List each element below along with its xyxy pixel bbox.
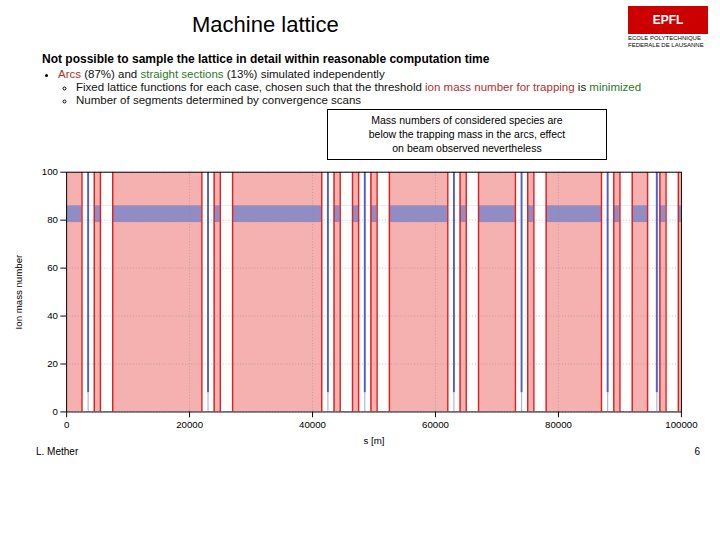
svg-text:40: 40	[47, 310, 58, 321]
html-text:Mass numbers of considered spe: Mass numbers of considered species are b…	[368, 114, 566, 155]
svg-text:40000: 40000	[299, 418, 326, 429]
html-text:Arcs (87%) and straight sectio: Arcs (87%) and straight sections (13%) s…	[58, 68, 385, 80]
svg-text:s [m]: s [m]	[364, 434, 385, 445]
svg-text:60: 60	[47, 262, 58, 273]
html-text:EPFL: EPFL	[652, 13, 684, 27]
svg-text:100: 100	[42, 166, 58, 177]
html-text:Fixed lattice functions for ea: Fixed lattice functions for each case, c…	[76, 81, 642, 93]
html-text:ECOLE POLYTECHNIQUE FEDERALE D: ECOLE POLYTECHNIQUE FEDERALE DE LAUSANNE	[628, 35, 704, 48]
svg-text:80: 80	[47, 214, 58, 225]
svg-text:20: 20	[47, 358, 58, 369]
svg-text:0: 0	[64, 418, 69, 429]
html-text:Number of segments determined: Number of segments determined by converg…	[76, 94, 362, 106]
html-text:Not possible to sample the lat: Not possible to sample the lattice in de…	[42, 52, 490, 66]
svg-text:20000: 20000	[176, 418, 203, 429]
svg-text:80000: 80000	[545, 418, 572, 429]
svg-text:Ion mass number: Ion mass number	[13, 254, 24, 329]
svg-text:60000: 60000	[422, 418, 449, 429]
svg-text:0: 0	[53, 406, 58, 417]
html-text:6: 6	[694, 445, 700, 457]
html-text:Machine lattice: Machine lattice	[192, 12, 339, 37]
html-text:L. Mether: L. Mether	[36, 445, 79, 457]
svg-text:100000: 100000	[665, 418, 697, 429]
